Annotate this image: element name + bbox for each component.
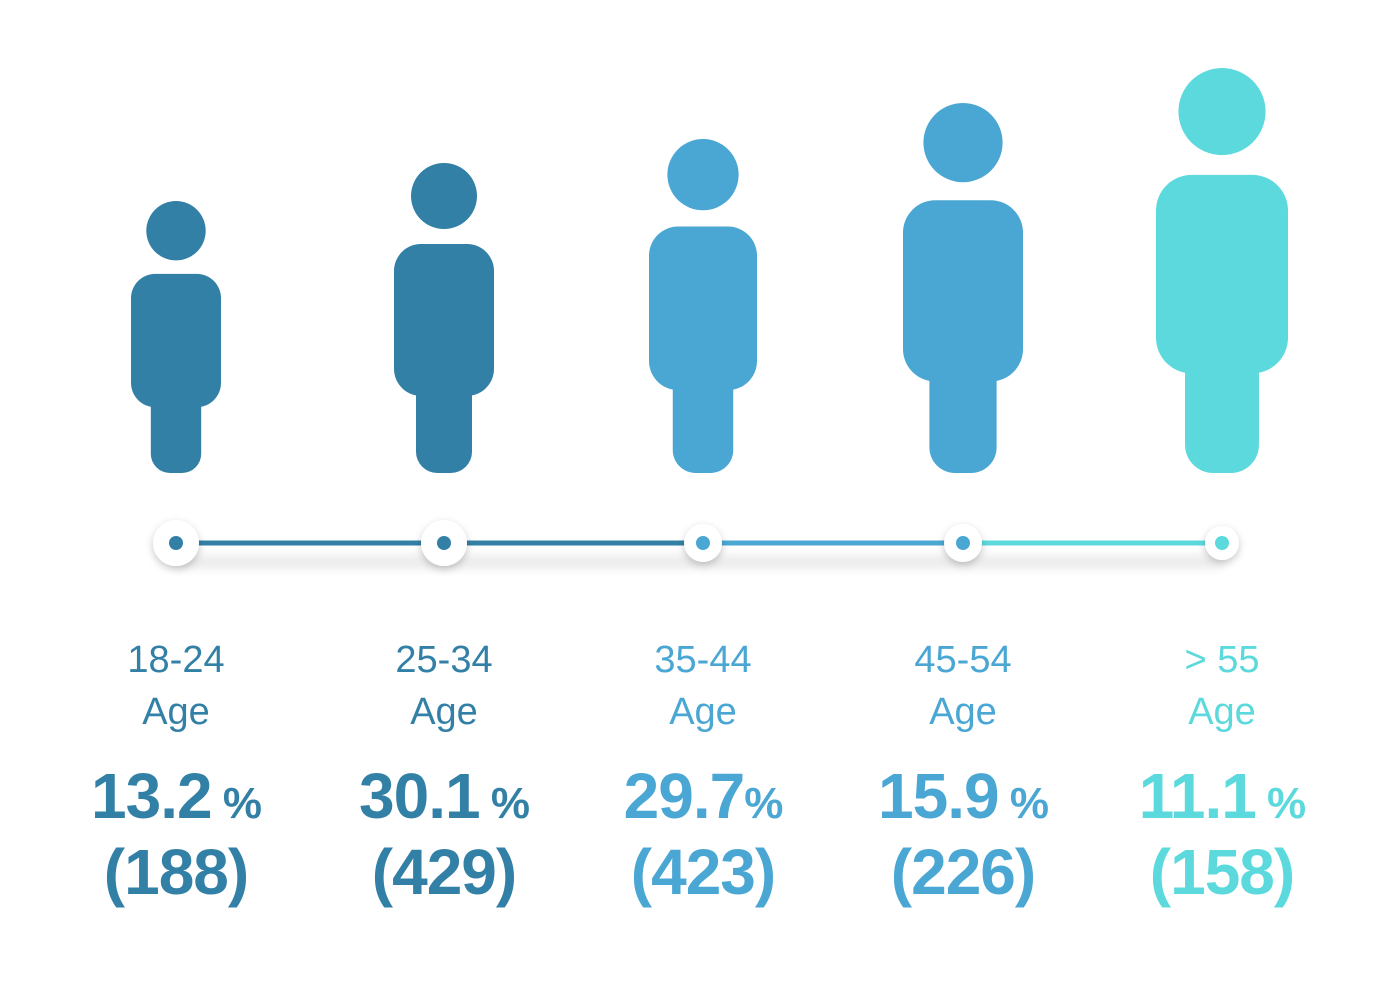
person-head bbox=[667, 139, 739, 211]
percentage-number: 11.1 bbox=[1138, 760, 1257, 832]
age-word-label: Age bbox=[1188, 691, 1256, 733]
respondent-count: (423) bbox=[630, 836, 776, 908]
person-head bbox=[411, 163, 477, 229]
age-range-label: 35-44 bbox=[654, 639, 752, 681]
percentage-value: 29.7% bbox=[573, 760, 833, 840]
person-figure-3 bbox=[649, 139, 757, 473]
person-legs bbox=[416, 335, 472, 473]
age-word-label: Age bbox=[142, 691, 210, 733]
timeline-dot-2 bbox=[421, 520, 467, 566]
age-group-label-5: > 55 Age 11.1 % (158) bbox=[1092, 0, 1352, 1000]
timeline-dot-3 bbox=[684, 524, 722, 562]
age-range-label: 18-24 bbox=[127, 639, 225, 681]
percentage-unit: % bbox=[479, 779, 530, 828]
person-legs bbox=[929, 308, 997, 473]
person-head bbox=[146, 201, 206, 261]
percentage-unit: % bbox=[744, 779, 783, 828]
age-range-label: > 55 bbox=[1184, 639, 1260, 681]
person-legs bbox=[672, 324, 734, 473]
person-figure-4 bbox=[903, 103, 1023, 473]
age-word-label: Age bbox=[410, 691, 478, 733]
person-head bbox=[1178, 68, 1266, 156]
respondent-count: (158) bbox=[1149, 836, 1295, 908]
percentage-unit: % bbox=[1255, 779, 1306, 828]
percentage-number: 15.9 bbox=[878, 760, 1000, 832]
person-figure-2 bbox=[394, 163, 494, 473]
person-figure-5 bbox=[1156, 68, 1288, 473]
age-range-label: 25-34 bbox=[395, 639, 493, 681]
person-figure-1 bbox=[131, 201, 221, 473]
timeline-dot-1 bbox=[153, 520, 199, 566]
age-group-label-4: 45-54 Age 15.9 % (226) bbox=[833, 0, 1093, 1000]
percentage-value: 15.9 % bbox=[833, 760, 1093, 840]
age-range-label: 45-54 bbox=[914, 639, 1012, 681]
percentage-number: 13.2 bbox=[91, 760, 213, 832]
age-group-label-1: 18-24 Age 13.2 % (188) bbox=[46, 0, 306, 1000]
person-head bbox=[923, 103, 1003, 183]
respondent-count: (188) bbox=[103, 836, 249, 908]
age-word-label: Age bbox=[669, 691, 737, 733]
respondent-count: (226) bbox=[890, 836, 1036, 908]
timeline-dot-4 bbox=[944, 524, 982, 562]
age-group-label-3: 35-44 Age 29.7% (423) bbox=[573, 0, 833, 1000]
timeline-shadow bbox=[176, 559, 1222, 565]
person-legs bbox=[1185, 293, 1259, 473]
timeline-dot-5 bbox=[1205, 526, 1239, 560]
percentage-number: 29.7 bbox=[623, 760, 746, 832]
percentage-value: 13.2 % bbox=[46, 760, 306, 840]
percentage-unit: % bbox=[211, 779, 262, 828]
respondent-count: (429) bbox=[371, 836, 517, 908]
age-word-label: Age bbox=[929, 691, 997, 733]
percentage-value: 30.1 % bbox=[314, 760, 574, 840]
percentage-value: 11.1 % bbox=[1092, 760, 1352, 840]
percentage-number: 30.1 bbox=[359, 760, 481, 832]
percentage-unit: % bbox=[998, 779, 1049, 828]
age-group-label-2: 25-34 Age 30.1 % (429) bbox=[314, 0, 574, 1000]
person-legs bbox=[150, 353, 202, 473]
